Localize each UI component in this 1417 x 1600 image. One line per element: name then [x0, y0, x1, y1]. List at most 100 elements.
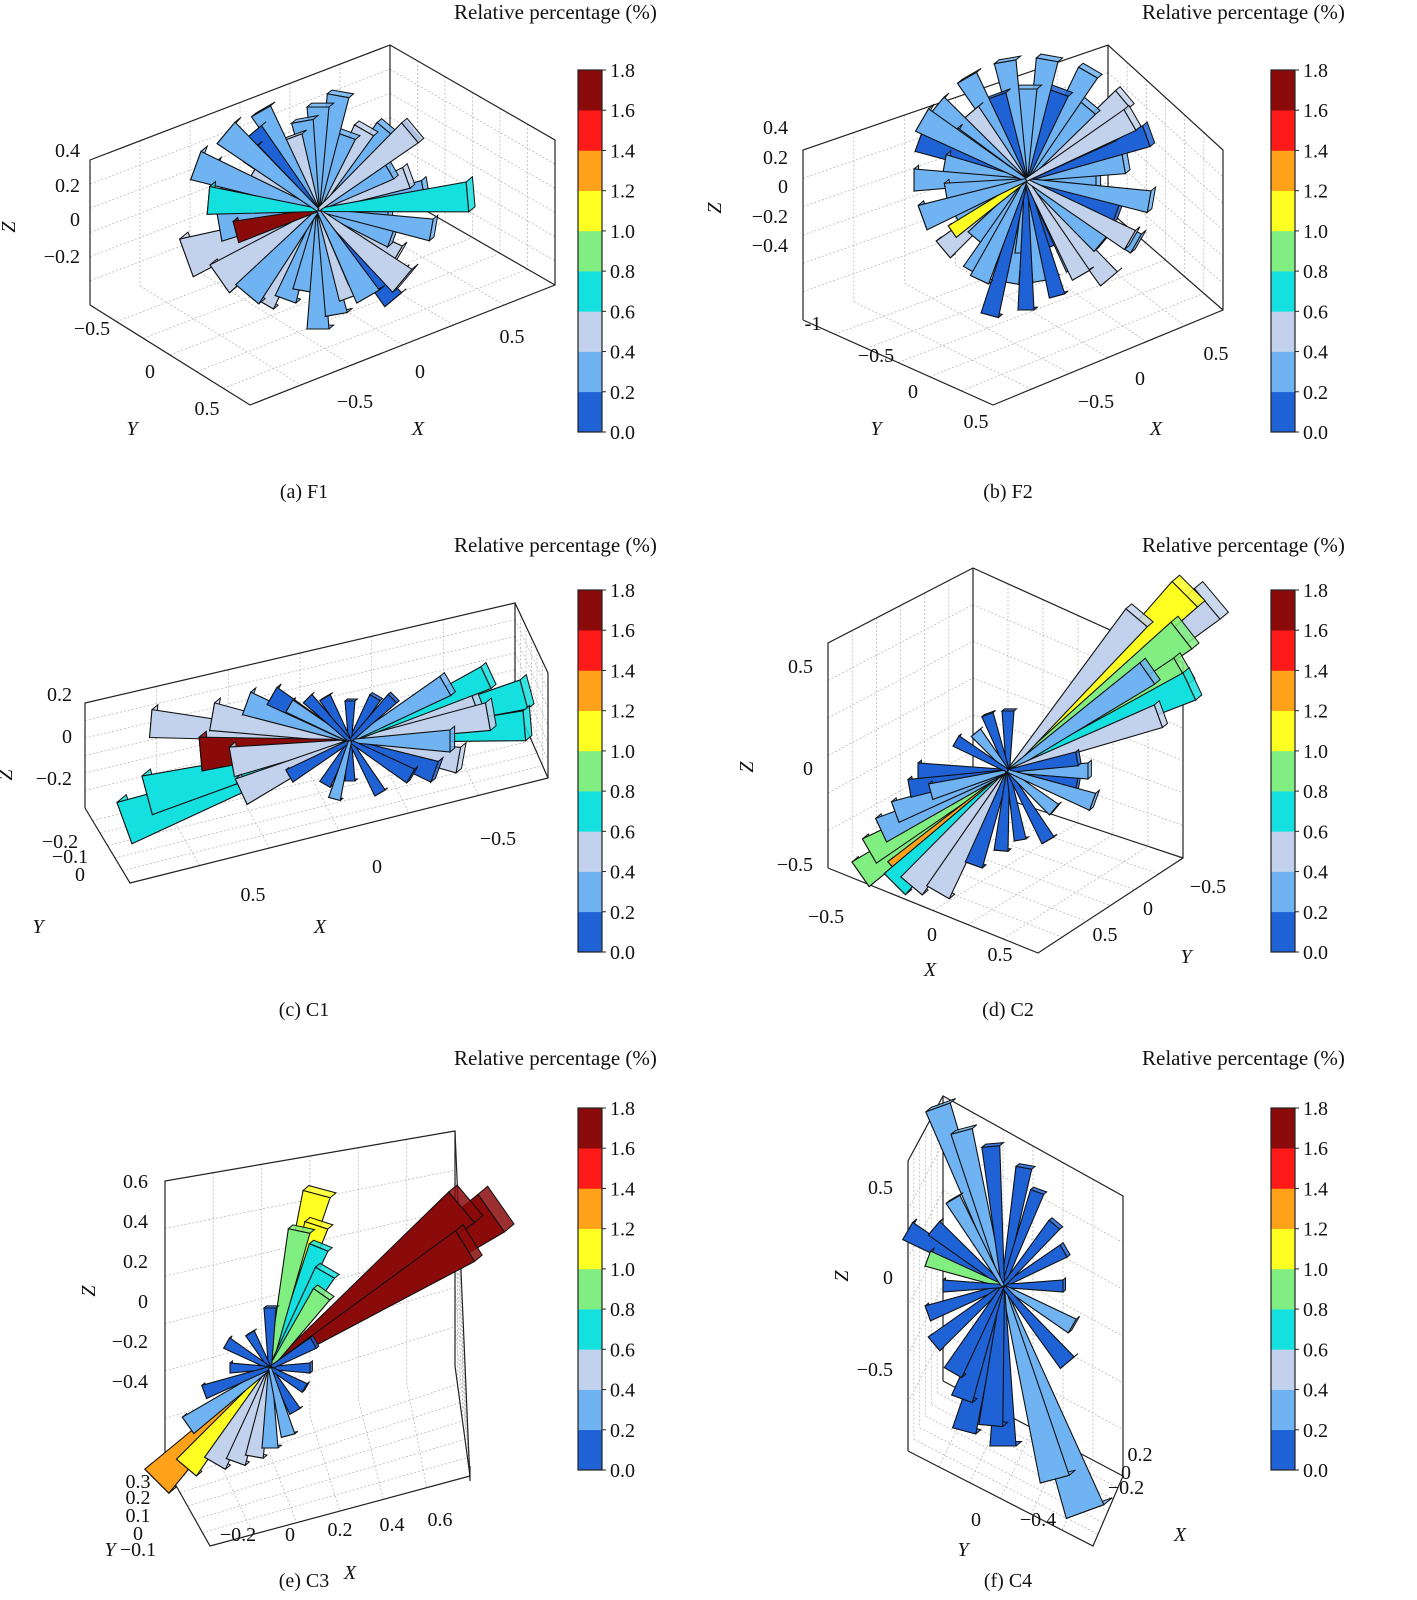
gridline [827, 677, 974, 756]
x-tick-label: −0.2 [1108, 1477, 1144, 1499]
z-tick-label: 0.6 [123, 1171, 148, 1193]
colorbar-tick-label: 1.6 [1303, 100, 1328, 122]
y-axis-label: Y [870, 418, 883, 440]
y-tick-label: −0.2 [42, 831, 78, 853]
colorbar-tick-label: 1.4 [610, 140, 635, 162]
colorbar-swatch [1271, 911, 1295, 953]
colorbar-tick-label: 0.8 [610, 781, 635, 803]
rose-bin [327, 739, 353, 802]
gridline [514, 652, 549, 726]
gridline [1002, 845, 1149, 940]
gridline [514, 636, 549, 709]
x-axis-label: X [313, 916, 327, 938]
colorbar-swatch [1271, 1349, 1295, 1390]
z-tick-label: 0.4 [763, 117, 788, 139]
z-tick-label: −0.2 [44, 246, 80, 268]
colorbar-frame [577, 1107, 603, 1471]
z-tick-label: 0 [778, 176, 788, 198]
x-tick-label: 0.5 [500, 326, 525, 348]
z-tick-label: 0.4 [123, 1211, 148, 1233]
colorbar-swatch [578, 110, 602, 151]
gridline [454, 1248, 471, 1474]
colorbar-title: Relative percentage (%) [454, 533, 657, 557]
gridline [114, 752, 538, 859]
panel-caption: (f) C4 [983, 1570, 1033, 1592]
colorbar-swatch [578, 1188, 602, 1229]
z-axis-label: Z [704, 202, 726, 214]
colorbar-swatch [1271, 271, 1295, 312]
colorbar-tick-label: 0.8 [1303, 1299, 1328, 1321]
z-axis-label: Z [0, 769, 17, 781]
axis-box [802, 44, 1224, 406]
colorbar-tick-label: 1.2 [610, 701, 635, 723]
y-tick-label: −0.1 [52, 846, 88, 868]
colorbar-tick-label: 1.0 [1303, 221, 1328, 243]
colorbar-swatch [1271, 391, 1295, 433]
colorbar-tick-label: 1.2 [1303, 1219, 1328, 1241]
colorbar-tick-label: 0.4 [1303, 1380, 1328, 1402]
colorbar-swatch [1271, 70, 1295, 111]
colorbar-tick-label: 1.2 [610, 1219, 635, 1241]
gridline [827, 714, 974, 794]
z-tick-label: −0.5 [857, 1359, 893, 1381]
colorbar-swatch [1271, 871, 1295, 913]
z-tick-label: 0.2 [47, 684, 72, 706]
colorbar-swatch [1271, 150, 1295, 191]
axis-pane [803, 210, 1223, 405]
x-tick-label: −0.5 [337, 391, 373, 413]
rose-bin [449, 725, 456, 754]
colorbar-frame [1270, 1107, 1296, 1471]
colorbar-swatch [578, 710, 602, 752]
colorbar-swatch [578, 1148, 602, 1189]
gridline [223, 268, 528, 389]
colorbar-swatch [578, 1429, 602, 1471]
gridline [853, 301, 1032, 390]
x-axis-label: X [343, 1562, 357, 1584]
colorbar-swatch [1271, 670, 1295, 711]
y-tick-label: −0.5 [1190, 876, 1226, 898]
colorbar-swatch [1271, 1188, 1295, 1229]
panel-caption: (e) C3 [278, 1570, 330, 1592]
colorbar-tick-label: 1.4 [1303, 140, 1328, 162]
rose-plot-f2: 0.4 0.2 0 −0.2 −0.4 -1 −0.5 0 0.5 −0.5 0 0.5 Z Y X [704, 44, 1229, 440]
gridline [122, 765, 543, 871]
colorbar-swatch [578, 391, 602, 433]
colorbar-swatch [578, 630, 602, 671]
rose-bin [917, 177, 1028, 231]
colorbar-tick-label: 1.6 [610, 1138, 635, 1160]
x-tick-label: −0.5 [480, 828, 516, 850]
colorbar-tick-label: 0.4 [610, 342, 635, 364]
z-tick-label: 0 [803, 758, 813, 780]
y-axis-label: Y [104, 1539, 117, 1561]
x-axis-label: X [923, 959, 937, 981]
colorbar-tick-label: 1.0 [610, 1259, 635, 1281]
y-tick-label: −0.4 [1020, 1509, 1056, 1531]
colorbar-swatch [1271, 1268, 1295, 1310]
colorbar-tick-label: 0.4 [610, 1380, 635, 1402]
colorbar-tick-label: 1.2 [610, 181, 635, 203]
colorbar-tick-label: 1.8 [1303, 60, 1328, 82]
y-tick-label: 0 [971, 1509, 981, 1531]
rose-plot-c3: 0.60.40.20−0.2−0.40.30.20.10−0.1−0.2 0 0.2… [78, 1130, 515, 1584]
y-tick-label: 0.5 [1093, 924, 1118, 946]
axis-box [907, 1095, 1124, 1547]
colorbar-frame [577, 69, 603, 433]
y-tick-label: 0.2 [126, 1487, 151, 1509]
colorbar-frame [577, 589, 603, 953]
x-tick-label: −0.2 [220, 1524, 256, 1546]
colorbar-swatch [1271, 750, 1295, 792]
colorbar-tick-label: 0.6 [610, 821, 635, 843]
colorbar-title: Relative percentage (%) [1142, 1046, 1345, 1070]
gridline [904, 282, 1070, 374]
colorbar-tick-label: 1.0 [610, 221, 635, 243]
gridline [139, 285, 302, 386]
colorbar-swatch [1271, 190, 1295, 232]
colorbar-tick-label: 1.8 [1303, 580, 1328, 602]
gridline [827, 750, 974, 831]
colorbar-swatch [1271, 110, 1295, 151]
colorbar-swatch [578, 1228, 602, 1270]
colorbar-tick-label: 0.4 [1303, 862, 1328, 884]
y-tick-label: 0 [1143, 898, 1153, 920]
colorbar-swatch [578, 750, 602, 792]
